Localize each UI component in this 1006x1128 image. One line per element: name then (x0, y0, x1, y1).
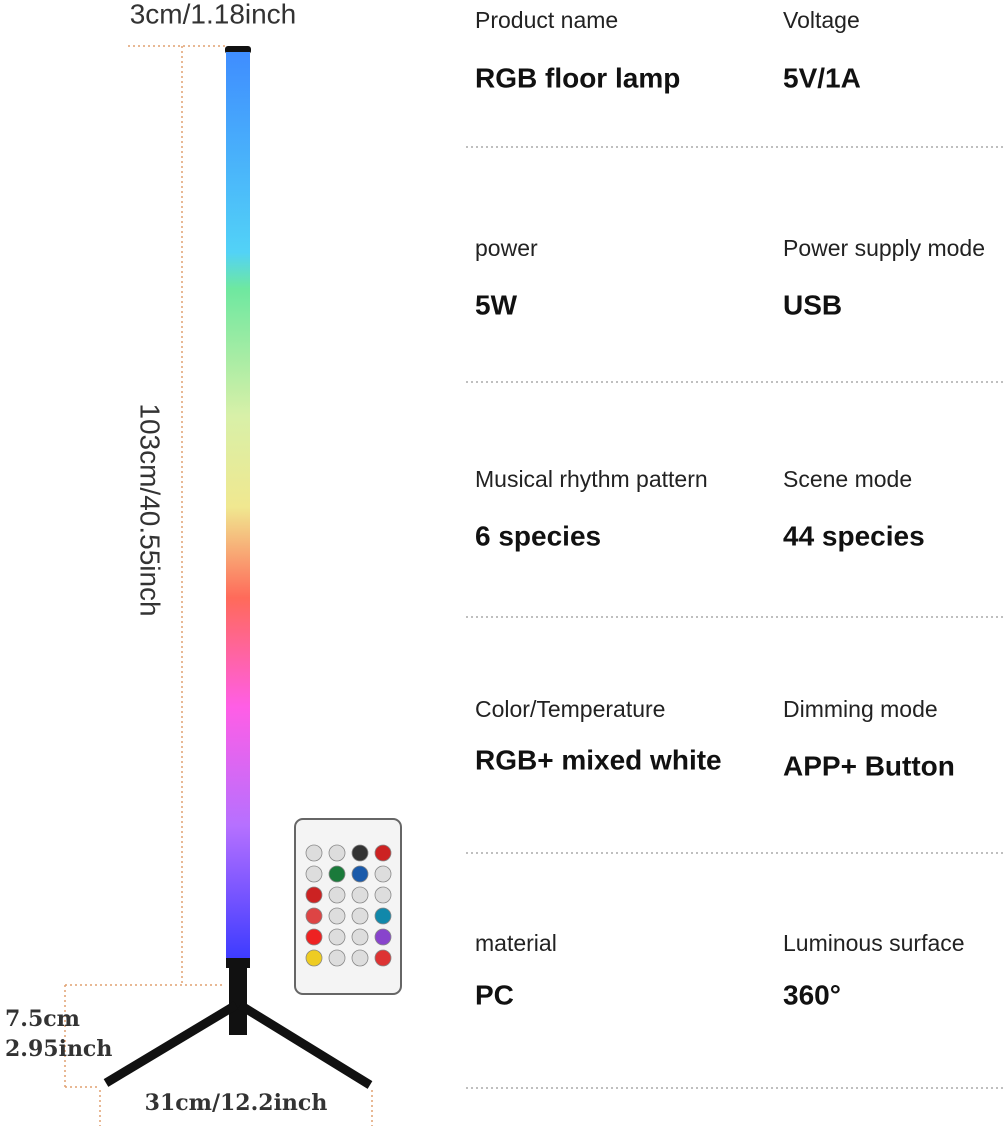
diameter-label: 3cm/1.18inch (130, 0, 297, 29)
remote-button (328, 865, 346, 883)
remote-button (374, 886, 392, 904)
lamp-foot (226, 958, 250, 968)
spec-label: Voltage (783, 7, 860, 33)
remote (294, 818, 402, 995)
lamp-tube (226, 52, 250, 962)
spec-value: 5W (475, 289, 518, 320)
spec-value: 6 species (475, 520, 601, 551)
stand-leg (103, 1001, 239, 1087)
remote-button (305, 865, 323, 883)
remote-button (351, 865, 369, 883)
remote-button (305, 928, 323, 946)
remote-button (374, 949, 392, 967)
spec-value: 44 species (783, 520, 925, 551)
spec-label: Color/Temperature (475, 696, 665, 722)
remote-button (374, 928, 392, 946)
remote-button (328, 907, 346, 925)
spec-value: 360° (783, 979, 841, 1010)
remote-button (305, 949, 323, 967)
height-label: 103cm/40.55inch (135, 403, 166, 616)
remote-button (328, 928, 346, 946)
remote-buttons (305, 844, 392, 967)
stand-leg (237, 1001, 373, 1089)
spec-label: Luminous surface (783, 930, 965, 956)
spec-label: Musical rhythm pattern (475, 466, 708, 492)
remote-button (328, 949, 346, 967)
remote-button (374, 907, 392, 925)
remote-button (351, 886, 369, 904)
spec-value: APP+ Button (783, 750, 955, 781)
spec-value: PC (475, 979, 514, 1010)
remote-button (351, 844, 369, 862)
spec-label: material (475, 930, 557, 956)
remote-button (328, 886, 346, 904)
spec-value: 5V/1A (783, 62, 861, 93)
spec-value: RGB floor lamp (475, 62, 680, 93)
spec-label: Scene mode (783, 466, 912, 492)
base-width-label: 31cm/12.2inch (145, 1090, 328, 1116)
remote-button (374, 865, 392, 883)
base-height-label: 7.5cm (5, 1006, 80, 1032)
spec-label: Power supply mode (783, 235, 985, 261)
remote-button (351, 928, 369, 946)
spec-label: Product name (475, 7, 618, 33)
remote-button (374, 844, 392, 862)
remote-button (305, 907, 323, 925)
stand-stem (229, 965, 247, 1035)
spec-value: USB (783, 289, 842, 320)
remote-button (305, 844, 323, 862)
base-height-label: 2.95inch (5, 1036, 112, 1062)
remote-button (305, 886, 323, 904)
remote-button (351, 907, 369, 925)
spec-label: Dimming mode (783, 696, 938, 722)
spec-value: RGB+ mixed white (475, 744, 722, 775)
remote-button (328, 844, 346, 862)
spec-label: power (475, 235, 538, 261)
remote-button (351, 949, 369, 967)
